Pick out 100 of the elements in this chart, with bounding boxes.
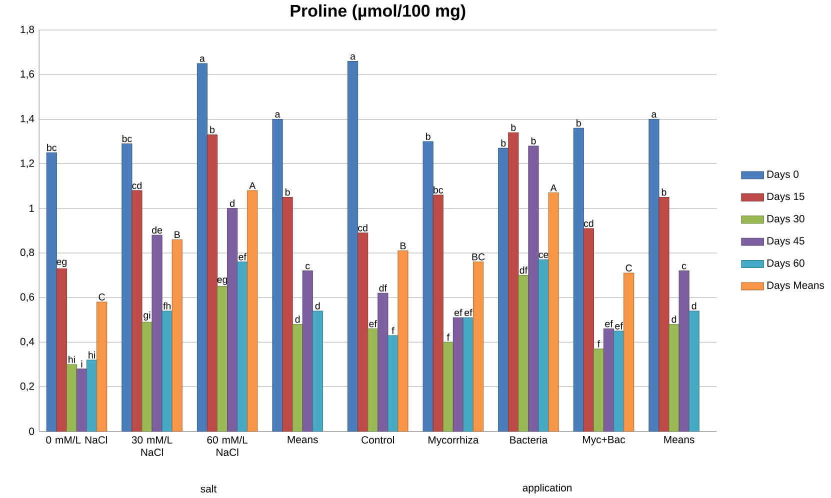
y-tick-label: 0,2 bbox=[20, 382, 34, 392]
y-tick-label: 0 bbox=[29, 428, 34, 436]
data-label: b bbox=[531, 137, 536, 144]
y-tick-label: 1,6 bbox=[20, 70, 34, 79]
bar bbox=[518, 275, 529, 432]
data-label: b bbox=[662, 188, 666, 196]
bar bbox=[388, 335, 398, 432]
bar bbox=[548, 192, 559, 432]
bar bbox=[378, 292, 388, 432]
legend-label: Days Means bbox=[767, 282, 824, 292]
data-label: d bbox=[295, 316, 300, 323]
data-label: a bbox=[200, 56, 205, 62]
bar bbox=[368, 328, 378, 432]
data-label: hi bbox=[88, 351, 95, 358]
bar bbox=[237, 262, 248, 432]
data-label: C bbox=[98, 294, 105, 301]
data-label: ef bbox=[238, 253, 246, 260]
bar bbox=[282, 197, 293, 432]
data-label: d bbox=[672, 316, 676, 323]
bar bbox=[162, 310, 172, 432]
data-label: f bbox=[446, 334, 450, 341]
bar bbox=[573, 128, 584, 432]
data-label: df bbox=[520, 266, 528, 274]
y-tick-label: 1,4 bbox=[20, 114, 34, 124]
y-tick-label: 0,6 bbox=[20, 293, 34, 302]
bar bbox=[658, 197, 670, 432]
x-tick-label: Bacteria bbox=[510, 436, 548, 444]
data-label: cd bbox=[358, 224, 368, 232]
bar bbox=[398, 250, 408, 432]
data-label: a bbox=[275, 112, 280, 118]
data-label: gi bbox=[144, 311, 150, 321]
bar bbox=[508, 132, 519, 432]
data-label: c bbox=[306, 264, 310, 270]
bar bbox=[528, 146, 539, 432]
bar bbox=[56, 268, 67, 432]
y-tick-label: 1 bbox=[29, 204, 34, 212]
bar bbox=[247, 190, 258, 432]
bar bbox=[593, 348, 604, 432]
bar bbox=[614, 330, 624, 432]
bar bbox=[196, 63, 208, 432]
bar bbox=[292, 324, 303, 432]
data-label: c bbox=[682, 264, 686, 270]
legend-label: Days 15 bbox=[767, 192, 804, 202]
y-tick-label: 0,4 bbox=[20, 338, 34, 347]
data-label: ce bbox=[538, 252, 548, 258]
bar bbox=[66, 364, 77, 432]
data-label: f bbox=[392, 326, 394, 334]
data-label: cd bbox=[132, 182, 142, 190]
bar bbox=[272, 118, 283, 432]
data-label: b bbox=[426, 132, 430, 140]
x-tick-label: 0 mM/L NaCl bbox=[46, 436, 108, 444]
bar bbox=[422, 141, 434, 432]
chart-title: Proline (µmol/100 mg) bbox=[290, 4, 466, 20]
bar bbox=[688, 310, 700, 432]
data-label: ef bbox=[615, 322, 623, 330]
x-tick-label: 60 mM/L NaCl bbox=[207, 436, 248, 456]
text: salt bbox=[200, 484, 217, 493]
data-label: B bbox=[400, 242, 406, 250]
bar bbox=[122, 144, 132, 432]
data-label: ef bbox=[605, 320, 613, 328]
data-label: b bbox=[511, 124, 516, 132]
data-label: f bbox=[598, 340, 600, 348]
data-label: a bbox=[652, 112, 657, 118]
data-label: bc bbox=[47, 144, 57, 152]
data-label: b bbox=[501, 140, 506, 147]
x-tick-label: Mycorrhiza bbox=[428, 436, 479, 446]
bar bbox=[358, 232, 368, 432]
bar bbox=[603, 328, 614, 432]
data-label: fh bbox=[163, 302, 171, 310]
bar bbox=[678, 270, 690, 432]
y-tick-label: 1,2 bbox=[20, 160, 34, 168]
data-label: A bbox=[550, 184, 557, 192]
bar bbox=[96, 302, 108, 432]
data-label: bc bbox=[434, 186, 444, 194]
data-label: ef bbox=[369, 320, 377, 328]
data-label: d bbox=[315, 302, 320, 310]
bar bbox=[172, 239, 182, 432]
data-label: b bbox=[210, 126, 215, 134]
bar bbox=[498, 148, 509, 432]
bar bbox=[432, 194, 444, 432]
x-tick-label: 30 mM/L NaCl bbox=[132, 436, 172, 456]
bar bbox=[302, 270, 313, 432]
x-tick-label: Myc+Bac bbox=[583, 436, 626, 446]
legend-label: Days 0 bbox=[767, 170, 799, 180]
data-label: i bbox=[81, 360, 82, 368]
y-tick-label: 0,8 bbox=[20, 248, 34, 258]
data-label: BC bbox=[472, 253, 485, 260]
bar bbox=[624, 272, 634, 432]
bar bbox=[452, 317, 464, 432]
data-label: df bbox=[379, 284, 388, 292]
legend-label: Days 30 bbox=[767, 215, 804, 224]
y-tick-label: 1,8 bbox=[20, 26, 34, 34]
data-label: d bbox=[230, 200, 234, 207]
data-label: ef bbox=[454, 308, 462, 316]
data-label: bc bbox=[122, 135, 132, 142]
bar bbox=[206, 134, 218, 432]
data-label: d bbox=[692, 302, 696, 310]
bar bbox=[142, 322, 152, 432]
data-label: b bbox=[576, 119, 581, 127]
bar bbox=[312, 310, 323, 432]
